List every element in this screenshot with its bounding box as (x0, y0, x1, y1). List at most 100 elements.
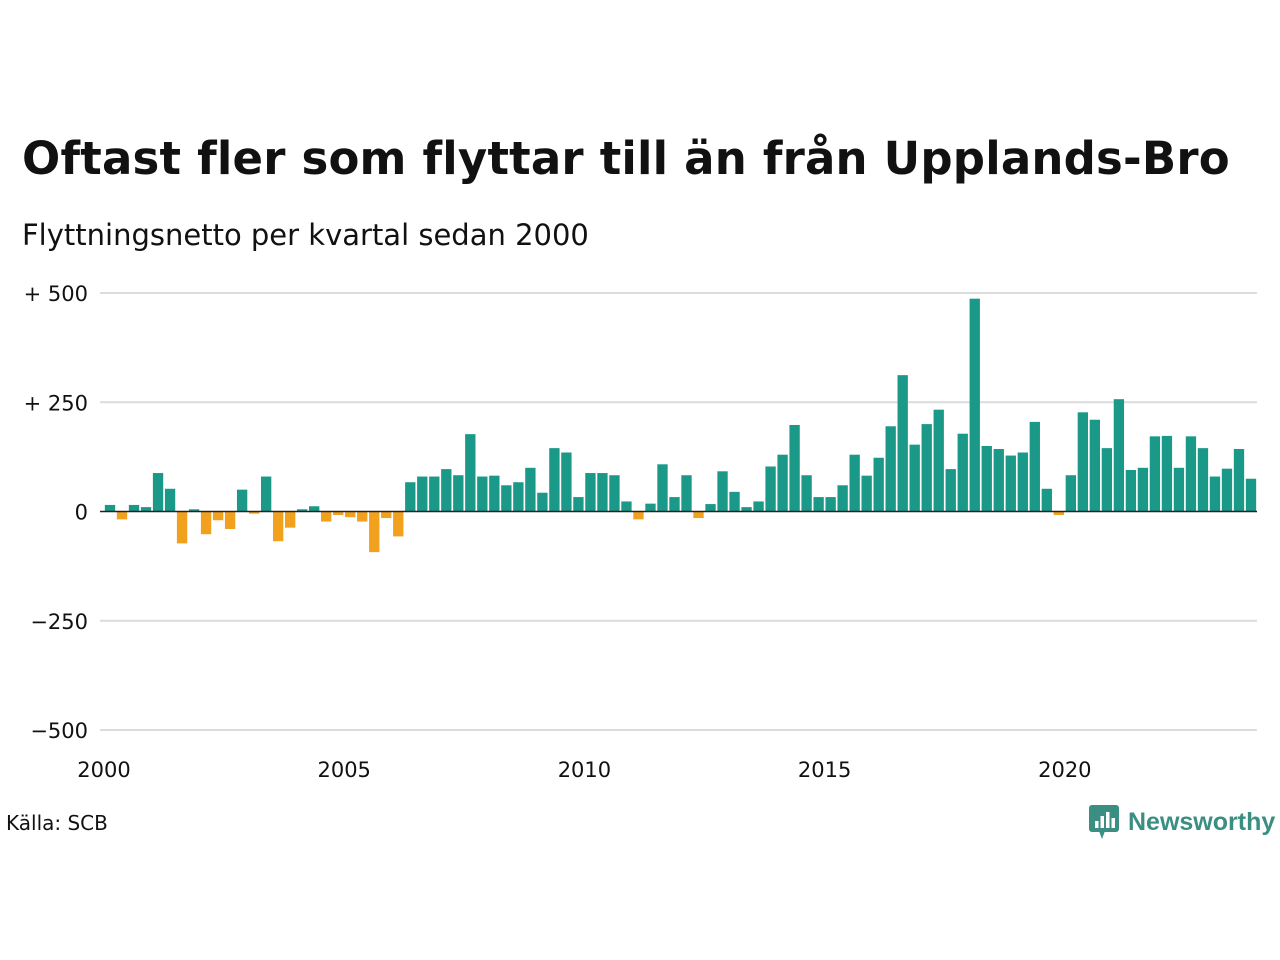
y-tick-label: −500 (30, 719, 88, 743)
y-tick-label: −250 (30, 610, 88, 634)
bar (489, 475, 500, 512)
bar (224, 511, 236, 529)
bar (1053, 511, 1064, 515)
bar (945, 469, 956, 512)
bar (813, 497, 824, 512)
bar (345, 511, 356, 518)
x-tick-label: 2015 (798, 758, 851, 782)
bar (1101, 448, 1113, 512)
y-axis-labels: + 500 + 250 0 −250 −500 (24, 282, 88, 743)
bar (537, 492, 548, 512)
x-tick-label: 2005 (317, 758, 370, 782)
bar (309, 506, 320, 512)
bar (765, 466, 776, 512)
bar (260, 476, 272, 512)
bar (861, 475, 872, 512)
bar (272, 511, 284, 542)
bar (657, 464, 668, 512)
newsworthy-brand[interactable]: Newsworthy (1088, 804, 1275, 840)
bar (104, 504, 116, 512)
bar (1089, 419, 1101, 512)
x-tick-label: 2010 (558, 758, 611, 782)
bar (609, 475, 620, 512)
y-tick-label: + 500 (24, 282, 88, 306)
bars (100, 298, 1257, 553)
brand-name: Newsworthy (1128, 807, 1276, 836)
bar (777, 454, 788, 512)
bar (140, 507, 152, 512)
bar (1173, 467, 1185, 512)
bar (297, 509, 308, 512)
bar (909, 444, 920, 512)
bar (897, 375, 908, 512)
bar (561, 452, 572, 512)
bar (729, 491, 740, 512)
bar (693, 511, 704, 519)
bar (1065, 475, 1076, 512)
bar (645, 503, 656, 512)
bar (1017, 452, 1028, 512)
bar (381, 511, 392, 519)
bar (621, 501, 632, 512)
bar (1077, 412, 1089, 512)
newsworthy-logo-icon (1089, 805, 1119, 839)
bar (1221, 468, 1233, 512)
bar (188, 509, 200, 512)
bar (465, 434, 476, 512)
bar (1185, 436, 1197, 512)
bar (549, 448, 560, 512)
bar (1041, 488, 1052, 512)
bar (525, 467, 536, 512)
x-axis-labels: 2000 2005 2010 2015 2020 (77, 758, 1091, 782)
bar (1245, 478, 1257, 512)
bar (885, 426, 896, 512)
y-tick-label: + 250 (24, 391, 88, 415)
bar (1113, 399, 1125, 512)
bar (333, 511, 344, 515)
bar (321, 511, 332, 522)
bar (285, 511, 296, 528)
bar (429, 476, 440, 512)
bar (369, 511, 380, 553)
bar (1149, 436, 1161, 512)
bar (789, 424, 800, 512)
bar (357, 511, 368, 522)
bar (1161, 435, 1173, 512)
bar (1137, 467, 1149, 512)
y-tick-label: 0 (75, 501, 88, 525)
bar (681, 475, 692, 512)
bar (741, 507, 752, 512)
bar (1029, 421, 1040, 512)
bar (236, 489, 248, 512)
bar (128, 504, 140, 512)
bar (993, 449, 1004, 512)
source-label: Källa: SCB (6, 811, 108, 835)
chart-subtitle: Flyttningsnetto per kvartal sedan 2000 (22, 218, 589, 252)
bar (633, 511, 644, 520)
bar (393, 511, 404, 537)
bar (453, 475, 464, 512)
bar (513, 482, 524, 512)
bar (825, 497, 836, 512)
bar (573, 497, 584, 512)
bar (849, 454, 860, 512)
bar (1005, 455, 1016, 512)
bar (212, 511, 224, 521)
bar (981, 445, 992, 512)
bar (597, 473, 608, 512)
bar (801, 475, 812, 512)
bar (417, 476, 428, 512)
chart-title: Oftast fler som flyttar till än från Upp… (22, 132, 1230, 185)
bar (873, 457, 884, 512)
bar (669, 497, 680, 512)
bar (248, 511, 260, 514)
bar (164, 488, 176, 512)
grid-lines (100, 292, 1257, 731)
bar (501, 485, 512, 512)
bar (176, 511, 188, 544)
bar (1125, 469, 1137, 512)
bar-chart: + 500 + 250 0 −250 −500 2000 2005 2010 2015 2020 (24, 282, 1257, 782)
bar (969, 298, 980, 512)
bar (705, 504, 716, 512)
bar (116, 511, 128, 520)
